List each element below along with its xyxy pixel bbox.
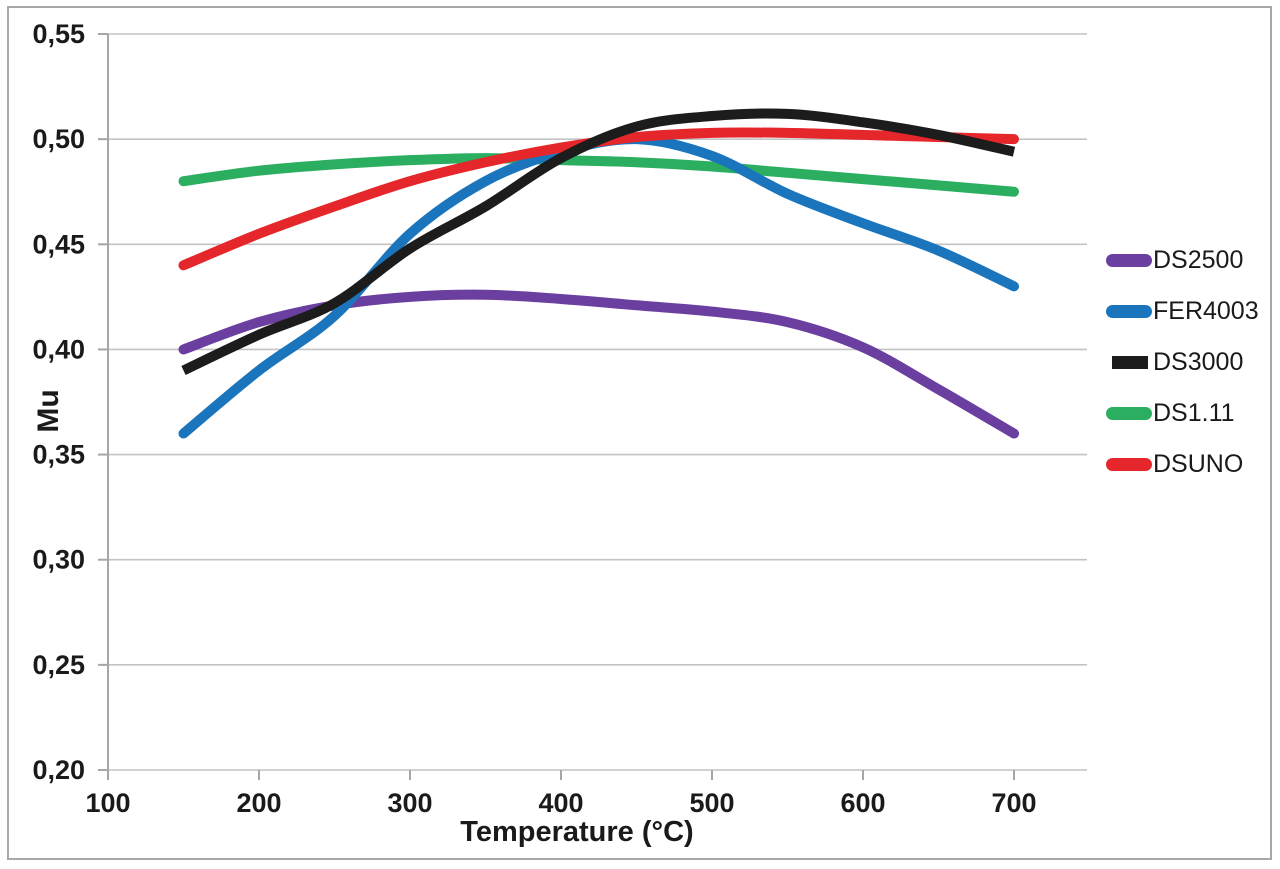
y-tick-label: 0,40 bbox=[32, 334, 85, 364]
legend-item-FER4003: FER4003 bbox=[1106, 286, 1259, 337]
x-tick-label: 700 bbox=[991, 788, 1036, 818]
legend-label: DS2500 bbox=[1153, 246, 1243, 275]
x-tick-label: 500 bbox=[689, 788, 734, 818]
y-tick-label: 0,30 bbox=[32, 545, 85, 575]
x-tick-label: 400 bbox=[538, 788, 583, 818]
page-frame: 0,20 0,25 0,30 0,35 0,40 0,45 0,50 0,55 100 200 30… bbox=[7, 6, 1272, 860]
series-line-DSUNO bbox=[184, 132, 1015, 265]
y-tick-label: 0,20 bbox=[32, 755, 85, 785]
legend-label: DSUNO bbox=[1153, 450, 1243, 479]
legend-label: DS1.11 bbox=[1153, 399, 1235, 428]
legend-swatch-DS3000 bbox=[1112, 356, 1148, 369]
legend-label: DS3000 bbox=[1153, 348, 1243, 377]
legend-item-DS2500: DS2500 bbox=[1106, 235, 1259, 286]
legend-swatch-DSUNO bbox=[1106, 458, 1152, 471]
y-tick-label: 0,45 bbox=[32, 229, 85, 259]
legend-swatch-DS2500 bbox=[1106, 254, 1152, 267]
y-axis-title: Mu bbox=[32, 389, 66, 432]
y-tick-label: 0,25 bbox=[32, 650, 85, 680]
x-tick-label: 300 bbox=[387, 788, 432, 818]
y-tick-label: 0,55 bbox=[32, 19, 85, 49]
x-tick-label: 200 bbox=[236, 788, 281, 818]
legend-swatch-DS1.11 bbox=[1106, 407, 1152, 420]
x-axis-title: Temperature (°C) bbox=[460, 816, 693, 849]
legend-swatch-FER4003 bbox=[1106, 305, 1152, 318]
y-tick-label: 0,50 bbox=[32, 124, 85, 154]
y-tick-label: 0,35 bbox=[32, 440, 85, 470]
legend-item-DSUNO: DSUNO bbox=[1106, 439, 1259, 490]
x-tick-label: 100 bbox=[85, 788, 130, 818]
x-tick-label: 600 bbox=[840, 788, 885, 818]
legend-label: FER4003 bbox=[1153, 297, 1259, 326]
legend-item-DS1.11: DS1.11 bbox=[1106, 388, 1259, 439]
legend: DS2500 FER4003 DS3000 DS1.11 DSUNO bbox=[1106, 235, 1259, 490]
series-line-DS1.11 bbox=[184, 158, 1015, 192]
legend-item-DS3000: DS3000 bbox=[1106, 337, 1259, 388]
